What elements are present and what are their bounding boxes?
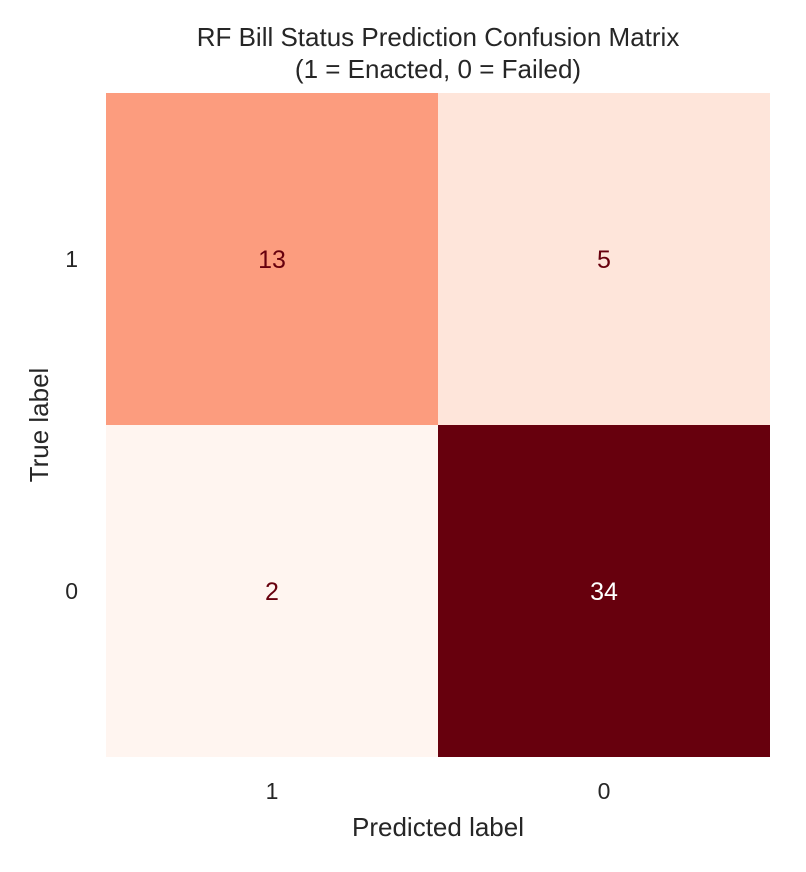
- cell-value-label-r0-c0: 13: [258, 246, 286, 274]
- cell-value-label-r1-c0: 2: [265, 578, 279, 606]
- heatmap-cells: [106, 93, 770, 757]
- x-tick-label-1: 0: [598, 778, 611, 804]
- heatmap-cell-r1-c1: [438, 425, 770, 757]
- x-axis-title: Predicted label: [352, 812, 524, 842]
- heatmap-cell-r0-c0: [106, 93, 438, 425]
- cell-value-label-r1-c1: 34: [590, 578, 618, 606]
- y-tick-label-0: 1: [65, 246, 78, 272]
- y-tick-label-1: 0: [65, 578, 78, 604]
- y-axis-title: True label: [24, 368, 54, 483]
- x-tick-label-0: 1: [266, 778, 279, 804]
- heatmap-value-labels: 13 5 2 34: [258, 246, 618, 606]
- chart-subtitle: (1 = Enacted, 0 = Failed): [295, 54, 581, 84]
- chart-title: RF Bill Status Prediction Confusion Matr…: [197, 22, 680, 52]
- y-axis-ticks: 10: [65, 246, 78, 604]
- heatmap-cell-r1-c0: [106, 425, 438, 757]
- cell-value-label-r0-c1: 5: [597, 246, 611, 274]
- heatmap-cell-r0-c1: [438, 93, 770, 425]
